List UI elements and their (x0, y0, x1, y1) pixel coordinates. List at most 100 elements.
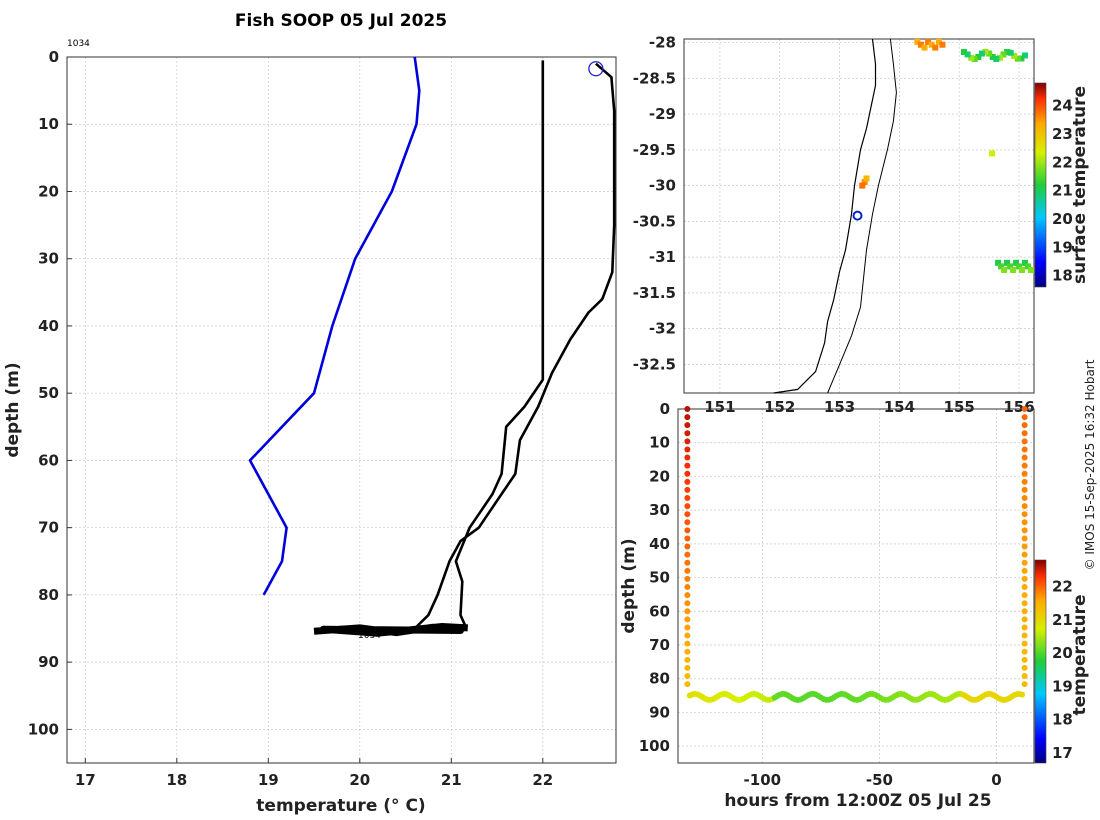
sst-pixel (921, 44, 928, 51)
data-point (1021, 632, 1028, 639)
timeseries-colorbar-label: temperature (1070, 594, 1090, 715)
sst-pixel (964, 51, 971, 58)
data-point (684, 551, 691, 558)
data-point (684, 446, 691, 453)
profile-id-annotation-top: 1034 (67, 39, 90, 49)
data-point (1021, 470, 1028, 477)
sst-pixel (914, 38, 921, 45)
lon-tick-label: 155 (944, 398, 975, 416)
data-point (1021, 527, 1028, 534)
sst-pixel (996, 54, 1003, 61)
sst-pixel (993, 55, 1000, 62)
profile-x-axis-label: temperature (° C) (256, 796, 425, 816)
sst-pixel (989, 150, 996, 157)
sst-pixel (939, 41, 946, 48)
data-point (1021, 640, 1028, 647)
data-point (684, 511, 691, 518)
sst-pixel (1019, 266, 1026, 273)
timeseries-colorbar-tick-label: 20 (1052, 644, 1073, 662)
sst-pixel (917, 41, 924, 48)
y-tick-label: 50 (649, 569, 670, 587)
data-point (684, 664, 691, 671)
x-tick-label: 0 (991, 771, 1001, 789)
sst-pixel (1000, 51, 1007, 58)
y-tick-label: 60 (38, 451, 59, 469)
data-point (1021, 519, 1028, 526)
data-point (684, 624, 691, 631)
sst-pixel (1010, 266, 1017, 273)
data-point (684, 673, 691, 680)
x-tick-label: 22 (532, 771, 553, 789)
map-plot: 151 152 153 154 155 156 -28 -28.5 -29 -29.5 -30 -30… (633, 34, 1035, 416)
vessel-position-marker (852, 210, 863, 221)
sst-pixel (978, 50, 985, 57)
data-point (684, 567, 691, 574)
data-point (1021, 673, 1028, 680)
data-point (1021, 422, 1028, 429)
data-point (684, 559, 691, 566)
data-point (684, 600, 691, 607)
data-point (684, 616, 691, 623)
series-line-profile-ascent (454, 60, 545, 626)
data-point (684, 632, 691, 639)
data-point (1021, 681, 1028, 688)
data-point (1021, 624, 1028, 631)
data-point (684, 438, 691, 445)
lon-tick-label: 154 (884, 398, 915, 416)
y-tick-label: 90 (38, 653, 59, 671)
timeseries-colorbar (1034, 559, 1047, 764)
sst-pixel (1022, 52, 1029, 59)
timeseries-colorbar-tick-label: 17 (1052, 744, 1073, 762)
y-tick-label: 30 (38, 250, 59, 268)
data-point (684, 592, 691, 599)
map-colorbar-label: surface temperature (1070, 86, 1090, 284)
map-colorbar-tick-label: 19 (1052, 238, 1073, 256)
y-tick-label: 100 (28, 720, 59, 738)
map-colorbar (1034, 82, 1047, 288)
lat-tick-label: -32 (649, 320, 676, 338)
lat-tick-label: -30 (649, 177, 676, 195)
data-point (684, 422, 691, 429)
y-tick-label: 0 (49, 48, 59, 66)
sst-pixel (861, 179, 868, 186)
x-tick-label: 17 (75, 771, 96, 789)
sst-pixel (1013, 259, 1020, 266)
plot-frame (677, 408, 1035, 764)
sst-pixel (1004, 259, 1011, 266)
data-point (1021, 656, 1028, 663)
data-point (684, 486, 691, 493)
lat-tick-label: -29.5 (633, 141, 676, 159)
data-point (1021, 648, 1028, 655)
sst-pixel (932, 44, 939, 51)
sst-pixel (863, 175, 870, 182)
y-tick-label: 80 (38, 586, 59, 604)
data-point (684, 454, 691, 461)
data-point (1021, 414, 1028, 421)
shelf-contour (827, 38, 897, 394)
data-point (1021, 584, 1028, 591)
lon-tick-label: 153 (824, 398, 855, 416)
y-tick-label: 60 (649, 602, 670, 620)
lat-tick-label: -28 (649, 34, 676, 52)
data-point (1021, 600, 1028, 607)
y-tick-label: 80 (649, 670, 670, 688)
sst-pixel (859, 182, 866, 189)
sst-pixel (925, 38, 932, 45)
data-point (684, 656, 691, 663)
data-point (1021, 486, 1028, 493)
data-point (1021, 616, 1028, 623)
y-tick-label: 70 (38, 519, 59, 537)
map-colorbar-tick-label: 22 (1052, 153, 1073, 171)
data-point (1021, 478, 1028, 485)
data-point (1021, 462, 1028, 469)
x-tick-label: -100 (744, 771, 782, 789)
data-point (1021, 446, 1028, 453)
y-tick-label: 20 (38, 182, 59, 200)
data-point (1021, 575, 1028, 582)
sst-pixel (968, 54, 975, 61)
data-point (684, 414, 691, 421)
series-line-profile-descent (413, 62, 616, 630)
sst-pixel (1011, 52, 1018, 59)
sst-pixel (961, 49, 967, 56)
data-point (1021, 495, 1028, 502)
